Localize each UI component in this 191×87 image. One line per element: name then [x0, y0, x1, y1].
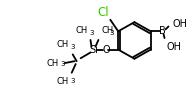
Text: CH: CH — [57, 40, 69, 49]
Text: O: O — [103, 45, 110, 55]
Text: Cl: Cl — [98, 6, 109, 19]
Text: 3: 3 — [90, 30, 94, 36]
Text: CH: CH — [75, 26, 87, 35]
Text: Si: Si — [89, 45, 98, 55]
Text: 3: 3 — [71, 78, 75, 84]
Text: OH: OH — [172, 19, 187, 29]
Text: CH: CH — [47, 59, 59, 68]
Text: CH: CH — [101, 26, 114, 35]
Text: 3: 3 — [61, 61, 65, 67]
Text: 3: 3 — [109, 30, 114, 36]
Text: 3: 3 — [71, 44, 75, 50]
Text: B: B — [159, 26, 166, 36]
Text: CH: CH — [57, 77, 69, 86]
Text: OH: OH — [167, 42, 181, 52]
